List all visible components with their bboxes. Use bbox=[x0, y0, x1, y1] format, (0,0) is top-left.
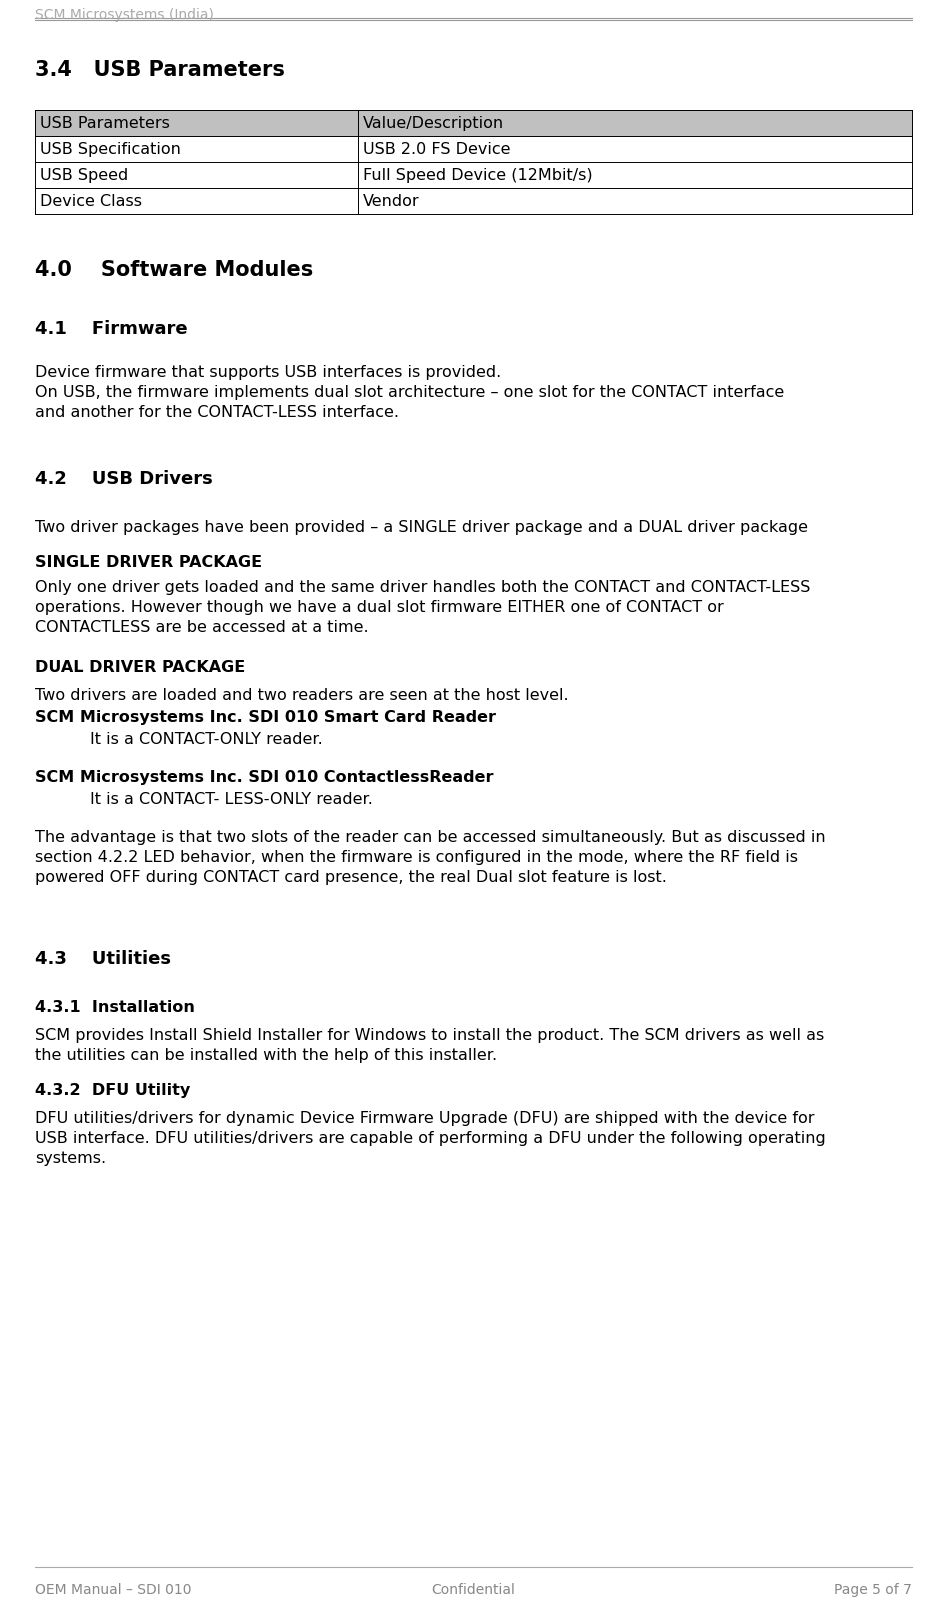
Text: Device firmware that supports USB interfaces is provided.
On USB, the firmware i: Device firmware that supports USB interf… bbox=[35, 364, 784, 420]
Text: 4.0    Software Modules: 4.0 Software Modules bbox=[35, 260, 313, 280]
Text: USB Speed: USB Speed bbox=[40, 168, 128, 184]
Text: Page 5 of 7: Page 5 of 7 bbox=[834, 1584, 912, 1596]
Text: SCM Microsystems Inc. SDI 010 Smart Card Reader: SCM Microsystems Inc. SDI 010 Smart Card… bbox=[35, 710, 496, 725]
Text: 4.2    USB Drivers: 4.2 USB Drivers bbox=[35, 470, 213, 487]
Text: DUAL DRIVER PACKAGE: DUAL DRIVER PACKAGE bbox=[35, 660, 245, 674]
Bar bbox=[35, 189, 912, 214]
Text: USB Specification: USB Specification bbox=[40, 142, 181, 157]
Text: 4.3.1  Installation: 4.3.1 Installation bbox=[35, 1000, 195, 1015]
Text: Confidential: Confidential bbox=[431, 1584, 515, 1596]
Text: 4.1    Firmware: 4.1 Firmware bbox=[35, 320, 188, 339]
Text: Device Class: Device Class bbox=[40, 193, 142, 209]
Text: The advantage is that two slots of the reader can be accessed simultaneously. Bu: The advantage is that two slots of the r… bbox=[35, 829, 826, 885]
Text: Vendor: Vendor bbox=[363, 193, 420, 209]
Text: Full Speed Device (12Mbit/s): Full Speed Device (12Mbit/s) bbox=[363, 168, 593, 184]
Text: USB Parameters: USB Parameters bbox=[40, 117, 170, 131]
Bar bbox=[35, 161, 912, 189]
Text: SCM Microsystems (India): SCM Microsystems (India) bbox=[35, 8, 214, 22]
Text: USB 2.0 FS Device: USB 2.0 FS Device bbox=[363, 142, 510, 157]
Text: SINGLE DRIVER PACKAGE: SINGLE DRIVER PACKAGE bbox=[35, 555, 262, 570]
Text: 4.3.2  DFU Utility: 4.3.2 DFU Utility bbox=[35, 1083, 190, 1098]
Text: Two drivers are loaded and two readers are seen at the host level.: Two drivers are loaded and two readers a… bbox=[35, 689, 568, 703]
Text: DFU utilities/drivers for dynamic Device Firmware Upgrade (DFU) are shipped with: DFU utilities/drivers for dynamic Device… bbox=[35, 1111, 826, 1165]
Bar bbox=[35, 136, 912, 161]
Text: Value/Description: Value/Description bbox=[363, 117, 504, 131]
Text: SCM Microsystems Inc. SDI 010 ContactlessReader: SCM Microsystems Inc. SDI 010 Contactles… bbox=[35, 770, 493, 785]
Text: SCM provides Install Shield Installer for Windows to install the product. The SC: SCM provides Install Shield Installer fo… bbox=[35, 1028, 824, 1063]
Text: 4.3    Utilities: 4.3 Utilities bbox=[35, 949, 171, 968]
Text: 3.4   USB Parameters: 3.4 USB Parameters bbox=[35, 61, 285, 80]
Text: Only one driver gets loaded and the same driver handles both the CONTACT and CON: Only one driver gets loaded and the same… bbox=[35, 580, 811, 634]
Text: Two driver packages have been provided – a SINGLE driver package and a DUAL driv: Two driver packages have been provided –… bbox=[35, 519, 808, 535]
Text: It is a CONTACT-ONLY reader.: It is a CONTACT-ONLY reader. bbox=[90, 732, 323, 746]
Text: It is a CONTACT- LESS-ONLY reader.: It is a CONTACT- LESS-ONLY reader. bbox=[90, 793, 373, 807]
Bar bbox=[35, 110, 912, 136]
Text: OEM Manual – SDI 010: OEM Manual – SDI 010 bbox=[35, 1584, 191, 1596]
